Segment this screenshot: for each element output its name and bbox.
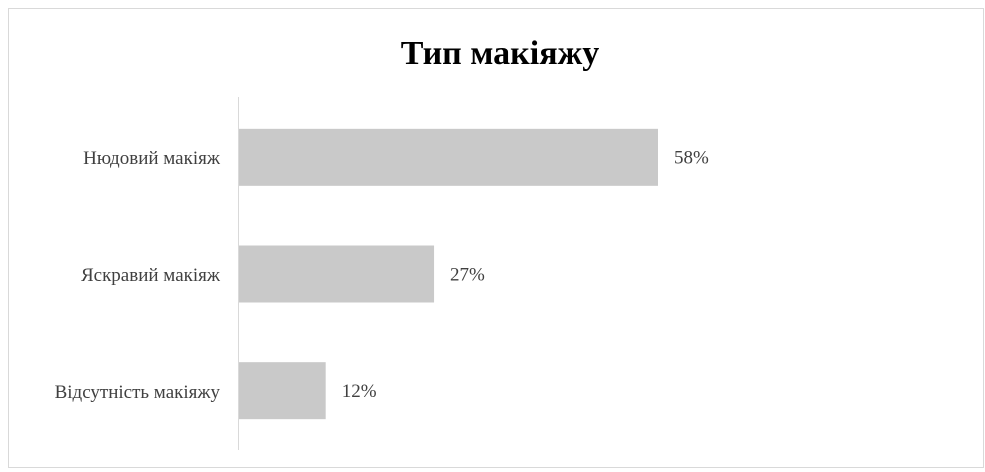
data-label: 12% (342, 381, 377, 402)
category-label: Яскравий макіяж (80, 265, 220, 286)
data-label: 58% (674, 148, 709, 169)
bar (239, 362, 326, 420)
chart-title: Тип макіяжу (401, 35, 600, 72)
category-label: Нюдовий макіяж (83, 148, 220, 170)
bar (239, 128, 658, 186)
data-label: 27% (450, 264, 485, 285)
category-label: Відсутність макіяжу (54, 381, 220, 403)
chart-border (8, 8, 984, 468)
bar (239, 245, 435, 303)
